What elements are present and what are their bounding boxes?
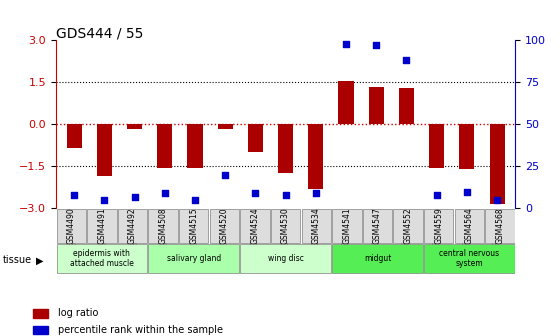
FancyBboxPatch shape [332, 244, 423, 273]
Text: GSM4491: GSM4491 [100, 210, 109, 253]
FancyBboxPatch shape [118, 209, 147, 243]
Text: midgut: midgut [364, 254, 391, 263]
Bar [97, 124, 112, 176]
Point [432, 192, 441, 198]
Bar [308, 124, 323, 189]
Point [463, 189, 472, 194]
FancyBboxPatch shape [301, 209, 331, 243]
Text: GSM4541: GSM4541 [342, 208, 351, 244]
Text: tissue: tissue [3, 255, 32, 265]
Text: GDS444 / 55: GDS444 / 55 [56, 27, 143, 41]
Text: GSM4508: GSM4508 [158, 208, 167, 244]
Text: GSM4568: GSM4568 [493, 210, 502, 253]
Text: GSM4515: GSM4515 [190, 210, 199, 253]
Bar [127, 124, 142, 128]
Bar [368, 86, 384, 124]
Text: GSM4547: GSM4547 [373, 208, 382, 244]
Bar [429, 124, 444, 168]
Text: salivary gland: salivary gland [167, 254, 221, 263]
Bar [338, 81, 353, 124]
FancyBboxPatch shape [363, 209, 392, 243]
Text: GSM4524: GSM4524 [251, 210, 260, 253]
Bar [218, 124, 233, 128]
FancyBboxPatch shape [209, 209, 239, 243]
Text: GSM4520: GSM4520 [220, 208, 229, 244]
Text: GSM4534: GSM4534 [312, 208, 321, 244]
Point [493, 197, 502, 203]
Point [402, 58, 411, 63]
Text: GSM4534: GSM4534 [311, 210, 320, 253]
FancyBboxPatch shape [148, 209, 178, 243]
Text: GSM4524: GSM4524 [250, 208, 259, 244]
FancyBboxPatch shape [148, 244, 239, 273]
Point [342, 41, 351, 46]
Text: GSM4508: GSM4508 [160, 210, 169, 253]
Point [251, 191, 260, 196]
Bar [33, 326, 48, 334]
Point [221, 172, 230, 177]
Bar [188, 124, 203, 168]
Text: log ratio: log ratio [58, 308, 99, 318]
Text: GSM4552: GSM4552 [402, 210, 411, 253]
Text: GSM4541: GSM4541 [342, 210, 351, 253]
Text: GSM4490: GSM4490 [67, 208, 76, 244]
Text: GSM4520: GSM4520 [221, 210, 230, 253]
Text: GSM4492: GSM4492 [128, 208, 137, 244]
Text: GSM4491: GSM4491 [97, 208, 106, 244]
Text: ▶: ▶ [36, 255, 44, 265]
Point [311, 191, 320, 196]
Point [160, 191, 169, 196]
FancyBboxPatch shape [393, 209, 423, 243]
FancyBboxPatch shape [57, 244, 147, 273]
Bar [33, 309, 48, 318]
Text: GSM4564: GSM4564 [465, 208, 474, 244]
Text: GSM4492: GSM4492 [130, 210, 139, 253]
Text: GSM4515: GSM4515 [189, 208, 198, 244]
Point [100, 197, 109, 203]
FancyBboxPatch shape [424, 244, 515, 273]
Point [372, 43, 381, 48]
FancyBboxPatch shape [455, 209, 484, 243]
Bar [248, 124, 263, 152]
Bar [399, 88, 414, 124]
Bar [459, 124, 474, 169]
FancyBboxPatch shape [271, 209, 300, 243]
Text: percentile rank within the sample: percentile rank within the sample [58, 325, 223, 335]
Text: GSM4530: GSM4530 [281, 210, 290, 253]
Text: GSM4559: GSM4559 [434, 208, 443, 244]
Point [69, 192, 78, 198]
Bar [67, 124, 82, 148]
Point [130, 194, 139, 199]
FancyBboxPatch shape [87, 209, 116, 243]
Text: GSM4564: GSM4564 [463, 210, 472, 253]
Text: GSM4547: GSM4547 [372, 210, 381, 253]
Point [190, 197, 199, 203]
Point [281, 192, 290, 198]
Text: epidermis with
attached muscle: epidermis with attached muscle [70, 249, 134, 268]
Text: GSM4559: GSM4559 [432, 210, 441, 253]
Text: GSM4490: GSM4490 [69, 210, 78, 253]
Bar [278, 124, 293, 173]
Text: central nervous
system: central nervous system [439, 249, 500, 268]
Text: GSM4552: GSM4552 [404, 208, 413, 244]
Text: GSM4530: GSM4530 [281, 208, 290, 244]
FancyBboxPatch shape [332, 209, 362, 243]
Bar [489, 124, 505, 204]
FancyBboxPatch shape [424, 209, 454, 243]
FancyBboxPatch shape [485, 209, 515, 243]
Bar [157, 124, 172, 168]
FancyBboxPatch shape [240, 209, 270, 243]
FancyBboxPatch shape [57, 209, 86, 243]
Text: wing disc: wing disc [268, 254, 304, 263]
FancyBboxPatch shape [240, 244, 331, 273]
FancyBboxPatch shape [179, 209, 208, 243]
Text: GSM4568: GSM4568 [496, 208, 505, 244]
